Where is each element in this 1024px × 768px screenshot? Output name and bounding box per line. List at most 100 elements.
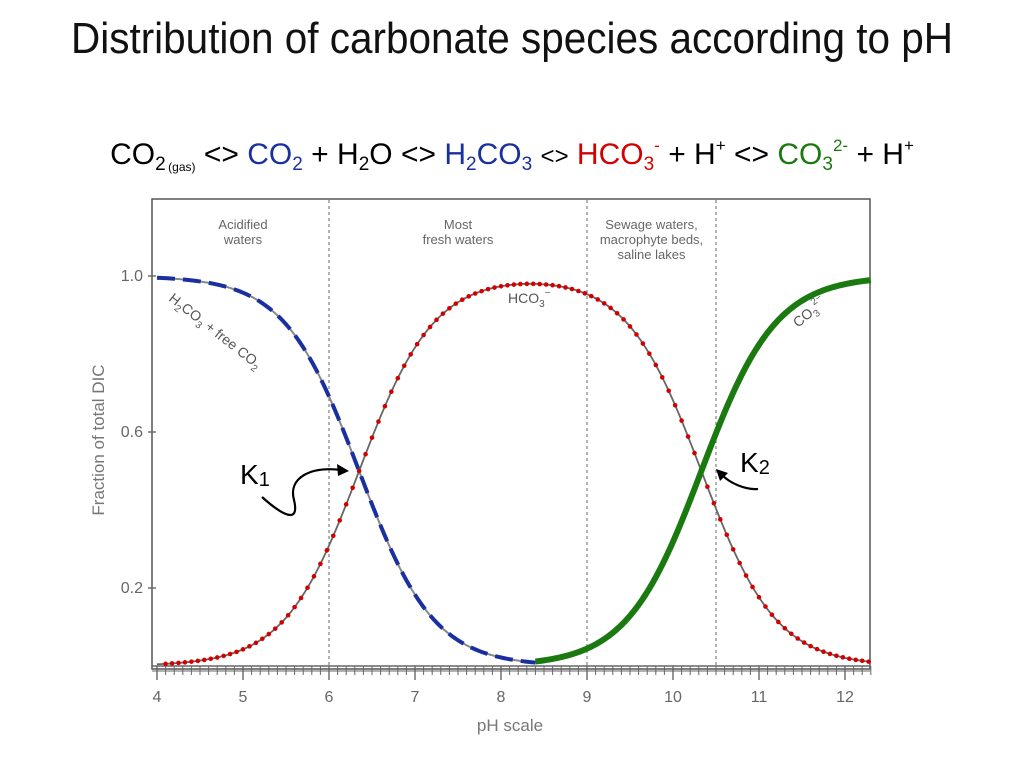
hco3-curve-point (582, 291, 588, 296)
hco3-curve-point (350, 485, 355, 491)
hco3-curve-point (376, 419, 381, 424)
hco3-curve-point (685, 434, 691, 439)
hco3-curve-point (279, 620, 285, 625)
plus-sign: + (311, 138, 329, 171)
y-tick-label: 0.2 (121, 580, 143, 597)
co2-aq-term: CO2 (247, 138, 303, 175)
hco3-curve-point (485, 286, 491, 292)
hco3-curve-point (285, 612, 291, 618)
hco3-curve-point (202, 657, 207, 663)
hco3-curve-point (672, 402, 678, 408)
hco3-term: HCO3- (576, 136, 660, 175)
carbonate-equilibrium-equation: CO2 (gas) <> CO2 + H2O <> H2CO3 <> HCO3-… (0, 136, 1024, 175)
hco3-curve-point (788, 631, 794, 637)
hco3-curve-point (240, 647, 246, 652)
hco3-curve-point (234, 649, 239, 655)
hco3-curve-point (550, 282, 555, 288)
hco3-curve-point (866, 659, 871, 664)
hco3-curve-point (389, 389, 394, 395)
zone-label-line: waters (223, 232, 263, 247)
k2-arrow (721, 474, 759, 491)
hco3-curve-point (227, 651, 233, 657)
hco3-curve-point (169, 661, 175, 666)
hco3-curve-point (466, 294, 472, 299)
hco3-curve-point (801, 640, 807, 645)
hco3-curve-point (511, 282, 517, 287)
hco3-curve-point (647, 351, 652, 356)
equilibrium-arrow: <> (400, 138, 437, 171)
zone-label-line: Most (444, 217, 473, 232)
hco3-curve-point (743, 573, 749, 578)
hco3-curve-point (369, 435, 375, 440)
hco3-curve-point (298, 595, 304, 601)
hco3-curve-point (821, 649, 826, 655)
hco3-curve-point (769, 612, 775, 618)
hco3-curve-point (705, 484, 710, 489)
hco3-curve-point (440, 311, 446, 316)
hco3-curve-point (724, 532, 730, 538)
equilibrium-arrow: <> (203, 138, 239, 171)
h2co3-term: H2CO3 (444, 138, 533, 175)
hco3-curve-point (853, 657, 859, 663)
hco3-curve-point (318, 561, 323, 567)
x-tick-label: 5 (239, 689, 248, 706)
hco3-curve-point (750, 584, 755, 590)
hco3-curve-point (614, 310, 620, 316)
hco3-curve-point (730, 547, 736, 552)
hco3-curve-point (311, 574, 317, 579)
hco3-curve-point (401, 363, 407, 369)
h2co3-free-co2-curve (156, 275, 536, 665)
hco3-curve-point (479, 288, 484, 294)
plot-frame (151, 198, 871, 670)
co2-gas-term: CO2 (gas) (110, 138, 196, 175)
hco3-curve-point (421, 332, 426, 338)
hco3-curve-point (505, 282, 510, 288)
hco3-curve-point (395, 375, 401, 381)
hco3-curve-point (782, 625, 788, 631)
hco3-curve-point (576, 288, 581, 294)
x-tick-label: 9 (583, 689, 592, 706)
k2-annotation: K2 (740, 447, 770, 479)
h-plus-term: + H+ (856, 136, 914, 171)
hco3-curve-point (718, 517, 723, 522)
hco3-curve-point (189, 659, 194, 664)
hco3-curve-point (182, 660, 188, 665)
hco3-curve-point (214, 655, 220, 660)
x-tick-label: 12 (836, 689, 854, 706)
zone-label-line: macrophyte beds, (600, 232, 703, 247)
hco3-curve-point (266, 631, 272, 637)
hco3-curve-point (537, 281, 542, 287)
x-tick-label: 10 (664, 689, 682, 706)
hco3-curve-point (640, 341, 646, 346)
hco3-curve-point (530, 281, 536, 287)
k1-annotation: K1 (240, 459, 270, 491)
hco3-curve-point (305, 585, 310, 590)
hco3-curve-point (653, 362, 659, 368)
hco3-curve-point (847, 656, 852, 662)
hco3-curve-label: HCO3− (508, 288, 551, 310)
hco3-curve-point (776, 619, 781, 625)
hco3-curve-point (272, 626, 278, 631)
hco3-curve-point (163, 661, 168, 667)
hco3-curve-point (737, 560, 742, 566)
zone-label-line: Sewage waters, (605, 217, 698, 232)
x-tick-label: 6 (325, 689, 334, 706)
h-plus-term: + H+ (668, 136, 726, 171)
hco3-curve-point (247, 644, 252, 649)
hco3-curve-point (221, 653, 226, 659)
y-axis-label: Fraction of total DIC (89, 364, 108, 515)
hco3-curve-point (659, 375, 665, 380)
hco3-curve-point (337, 518, 343, 523)
y-tick-label: 1.0 (121, 268, 143, 285)
hco3-curve-point (679, 418, 684, 423)
hco3-curve-point (808, 643, 813, 649)
hco3-curve-point (447, 306, 452, 311)
hco3-curve-point (556, 283, 562, 289)
hco3-curve-point (524, 281, 530, 287)
h2o-term: H2O (337, 138, 393, 175)
hco3-curve-point (343, 502, 349, 507)
hco3-curve-point (589, 293, 594, 299)
hco3-curve-point (363, 451, 368, 457)
hco3-curve-point (756, 595, 762, 600)
